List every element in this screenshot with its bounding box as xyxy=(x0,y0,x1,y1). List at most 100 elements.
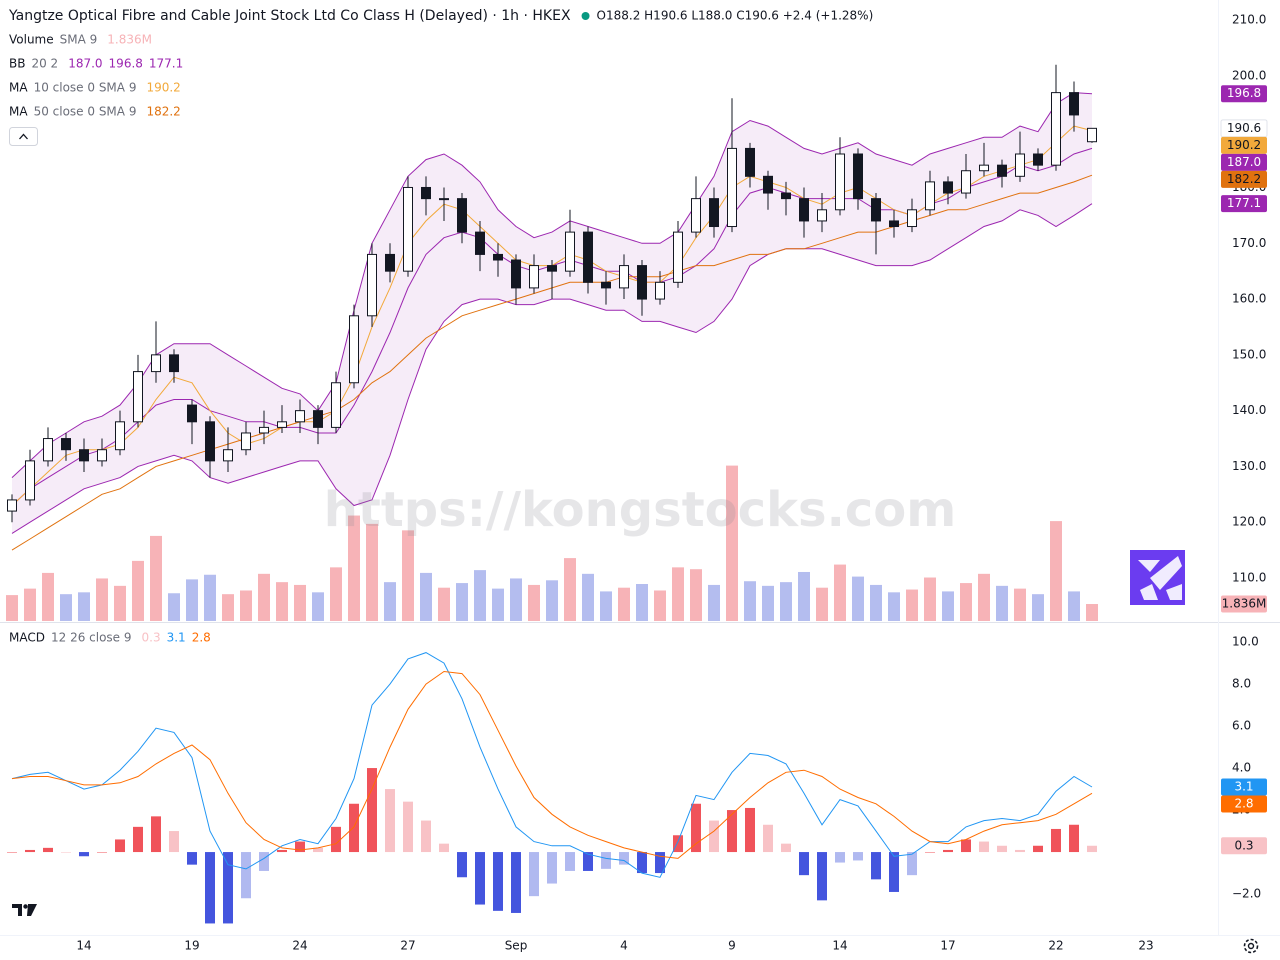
tv-logo-t[interactable] xyxy=(12,904,22,916)
volume-bar xyxy=(564,558,576,621)
macd-histogram-bar xyxy=(61,852,71,853)
candle-body xyxy=(421,186,431,200)
candle-body xyxy=(1033,153,1043,166)
candle-body xyxy=(637,265,647,300)
volume-bar xyxy=(726,465,738,621)
macd-histogram-bar xyxy=(601,852,611,869)
volume-bar xyxy=(1014,588,1026,621)
legend-name: BB xyxy=(9,57,25,71)
ohlc-readout: O188.2 H190.6 L188.0 C190.6 +2.4 (+1.28%… xyxy=(597,9,874,23)
macd-histogram-bar xyxy=(205,852,215,924)
volume-bar xyxy=(240,590,252,621)
x-tick-label: 22 xyxy=(1048,939,1063,953)
volume-bar xyxy=(654,590,666,621)
settings-button[interactable] xyxy=(1243,938,1259,954)
volume-bar xyxy=(978,573,990,621)
macd-histogram-bar xyxy=(1087,845,1097,853)
volume-bar xyxy=(870,584,882,621)
gear-inner[interactable] xyxy=(1247,942,1255,950)
volume-bar xyxy=(888,592,900,621)
volume-bar xyxy=(330,567,342,621)
macd-histogram-bar xyxy=(1051,828,1061,853)
macd-histogram-bar xyxy=(943,849,953,853)
collapse-button-frame[interactable] xyxy=(9,127,38,146)
macd-histogram-bar xyxy=(259,852,269,871)
legend-readout: 182.2 xyxy=(146,105,180,119)
price-tag: 177.1 xyxy=(1227,196,1261,210)
legend-readout: 196.8 xyxy=(109,57,143,71)
candle-body xyxy=(565,231,575,272)
price-tag: 2.8 xyxy=(1234,796,1253,810)
price-tag-bg xyxy=(1221,153,1267,171)
volume-bar xyxy=(744,581,756,621)
macd-histogram-bar xyxy=(1015,849,1025,853)
candle-body xyxy=(277,421,287,428)
legend-readout: 2.8 xyxy=(192,631,211,645)
candle-body xyxy=(907,209,917,228)
candle-body xyxy=(151,354,161,373)
candle-body xyxy=(601,281,611,289)
watermark: https://kongstocks.com xyxy=(324,482,957,538)
tv-logo-v[interactable] xyxy=(27,904,37,916)
volume-bar xyxy=(600,591,612,621)
volume-bar xyxy=(24,588,36,621)
tv-logo-dot[interactable] xyxy=(23,904,28,909)
candle-body xyxy=(115,421,125,451)
y-tick-label: 150.0 xyxy=(1232,347,1266,361)
gear-outer[interactable] xyxy=(1243,938,1259,954)
signal-line xyxy=(11,670,1093,859)
candle-body xyxy=(763,175,773,194)
macd-histogram-bar xyxy=(7,852,17,853)
legend-layer: Yangtze Optical Fibre and Cable Joint St… xyxy=(8,8,873,645)
macd-histogram-bar xyxy=(889,852,899,892)
collapse-button[interactable] xyxy=(9,127,38,146)
x-tick-label: 24 xyxy=(292,939,307,953)
volume-bar xyxy=(816,587,828,621)
volume-bar xyxy=(582,573,594,621)
macd-histogram-bar xyxy=(331,826,341,853)
volume-bar xyxy=(420,572,432,621)
candle-body xyxy=(295,410,305,423)
y-tick-label: 130.0 xyxy=(1232,459,1266,473)
price-tag-bg xyxy=(1221,85,1267,103)
volume-bar xyxy=(186,579,198,621)
volume-bar xyxy=(1086,604,1098,621)
price-tag-bg xyxy=(1221,795,1267,813)
candle-body xyxy=(205,421,215,462)
site-logo xyxy=(1130,550,1185,605)
price-tag-bg xyxy=(1221,136,1267,154)
volume-bar xyxy=(852,576,864,621)
volume-bar xyxy=(42,572,54,621)
macd-histogram-bar xyxy=(853,852,863,861)
volume-layer xyxy=(6,465,1098,621)
macd-histogram-bar xyxy=(97,852,107,853)
tv-logo[interactable] xyxy=(12,904,37,916)
price-tag-bg xyxy=(1221,595,1267,613)
candle-body xyxy=(511,259,521,289)
x-tick-label: Sep xyxy=(505,939,528,953)
price-tag: 1.836M xyxy=(1222,597,1267,611)
candle-body xyxy=(223,449,233,462)
candle-body xyxy=(961,170,971,194)
candles-layer xyxy=(7,64,1097,523)
candle-body xyxy=(619,265,629,289)
macd-histogram-bar xyxy=(547,852,557,884)
y-tick-label: −2.0 xyxy=(1232,887,1261,901)
volume-bar xyxy=(492,588,504,621)
x-tick-label: 17 xyxy=(940,939,955,953)
x-tick-label: 27 xyxy=(400,939,415,953)
legend-readout: 187.0 xyxy=(68,57,102,71)
legend-params: 20 2 xyxy=(31,57,58,71)
volume-bar xyxy=(924,577,936,621)
macd-histogram-bar xyxy=(619,852,629,865)
candle-body xyxy=(709,198,719,228)
collapse-icon[interactable] xyxy=(19,133,28,140)
volume-bar xyxy=(1032,594,1044,621)
candle-body xyxy=(835,153,845,211)
candle-body xyxy=(7,499,17,512)
legend-name: Volume xyxy=(9,33,54,47)
volume-bar xyxy=(96,578,108,621)
volume-bar xyxy=(366,523,378,621)
volume-bar xyxy=(780,582,792,621)
